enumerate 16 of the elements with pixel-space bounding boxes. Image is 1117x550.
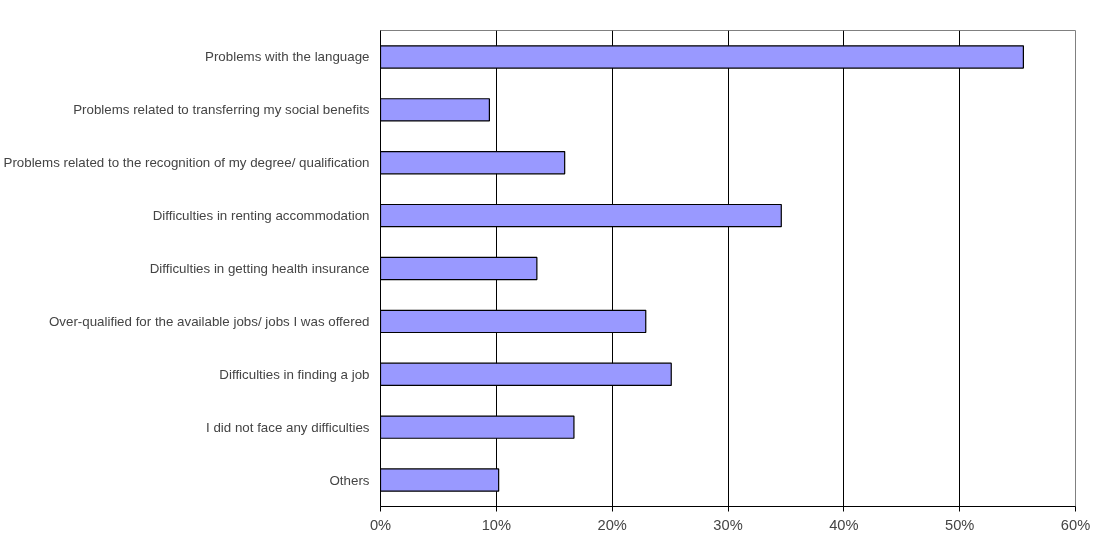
x-tick-label: 30% — [713, 516, 743, 533]
x-tick-label: 10% — [481, 516, 512, 533]
x-tick-label: 50% — [945, 516, 975, 533]
y-tick-label: Problems related to the recognition of my degree/ qualification — [3, 155, 370, 171]
y-tick-label: Problems related to transferring my social benefits — [73, 102, 370, 118]
x-tick-label: 60% — [1060, 516, 1091, 533]
y-tick-label: Difficulties in getting health insurance — [149, 261, 370, 276]
y-tick-label: Others — [329, 472, 370, 488]
y-tick-label: Difficulties in finding a job — [219, 366, 370, 382]
y-tick-label: Over-qualified for the available jobs/ jobs I was offered — [48, 313, 370, 329]
x-tick-label: 40% — [829, 516, 859, 533]
x-tick-label: 0% — [369, 516, 392, 533]
y-tick-label: I did not face any difficulties — [206, 419, 370, 435]
x-tick-label: 20% — [597, 516, 627, 533]
y-tick-label: Problems with the language — [205, 49, 370, 65]
y-tick-label: Difficulties in renting accommodation — [152, 208, 370, 224]
